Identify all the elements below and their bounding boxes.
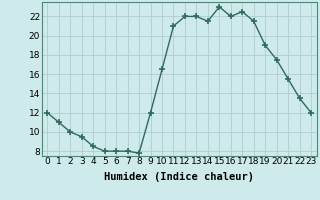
X-axis label: Humidex (Indice chaleur): Humidex (Indice chaleur) — [104, 172, 254, 182]
